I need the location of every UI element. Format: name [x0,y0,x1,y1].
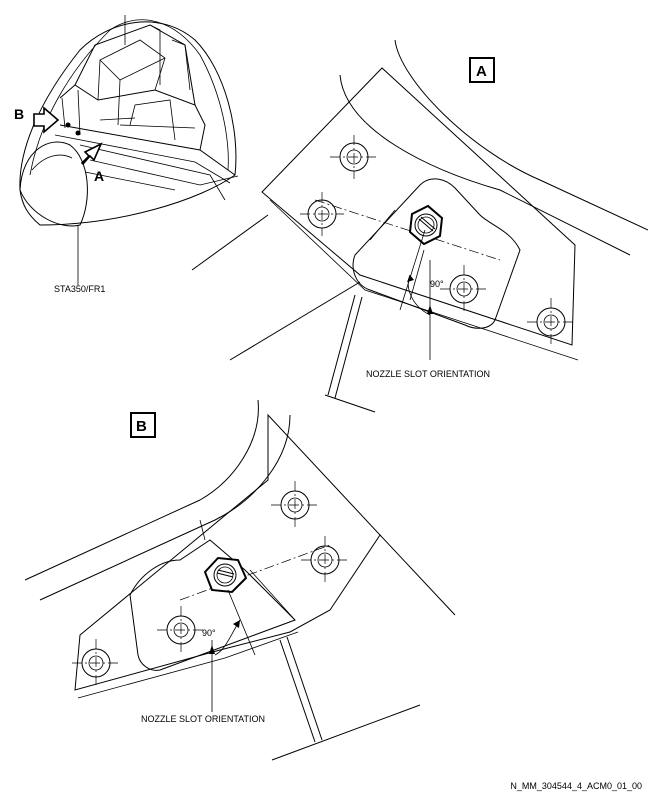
view-b-structure [24,399,456,761]
nozzle-hex-nut-icon [203,556,248,594]
fastener-hole [440,265,488,313]
fastener-hole [330,135,378,179]
station-label: STA350/FR1 [54,284,105,294]
view-a-angle: 90° [430,279,444,289]
overview-nose-section [19,15,239,285]
view-arrow-a-icon [80,142,103,166]
view-b-title: B [136,418,147,435]
fastener-hole [301,536,349,584]
view-a-structure [191,39,648,413]
fastener-hole [300,192,344,236]
fastener-hole [271,481,319,529]
view-a-title-box [469,57,495,83]
view-b-angle: 90° [202,628,216,638]
view-arrow-b-icon [33,106,60,134]
figure-reference: N_MM_304544_4_ACM0_01_00 [510,781,642,791]
arrow-b-label: B [14,106,24,122]
location-dot-a [75,130,81,136]
location-dot-b [65,122,71,128]
view-b-title-box [130,412,156,438]
nozzle-hex-nut-icon [408,204,444,246]
view-b-callout: NOZZLE SLOT ORIENTATION [141,714,265,724]
view-a-title: A [476,63,487,80]
fastener-hole [527,298,575,346]
fastener-hole [157,606,205,654]
view-a-callout: NOZZLE SLOT ORIENTATION [366,369,490,379]
fastener-hole [72,639,120,687]
arrow-a-label: A [94,168,104,184]
